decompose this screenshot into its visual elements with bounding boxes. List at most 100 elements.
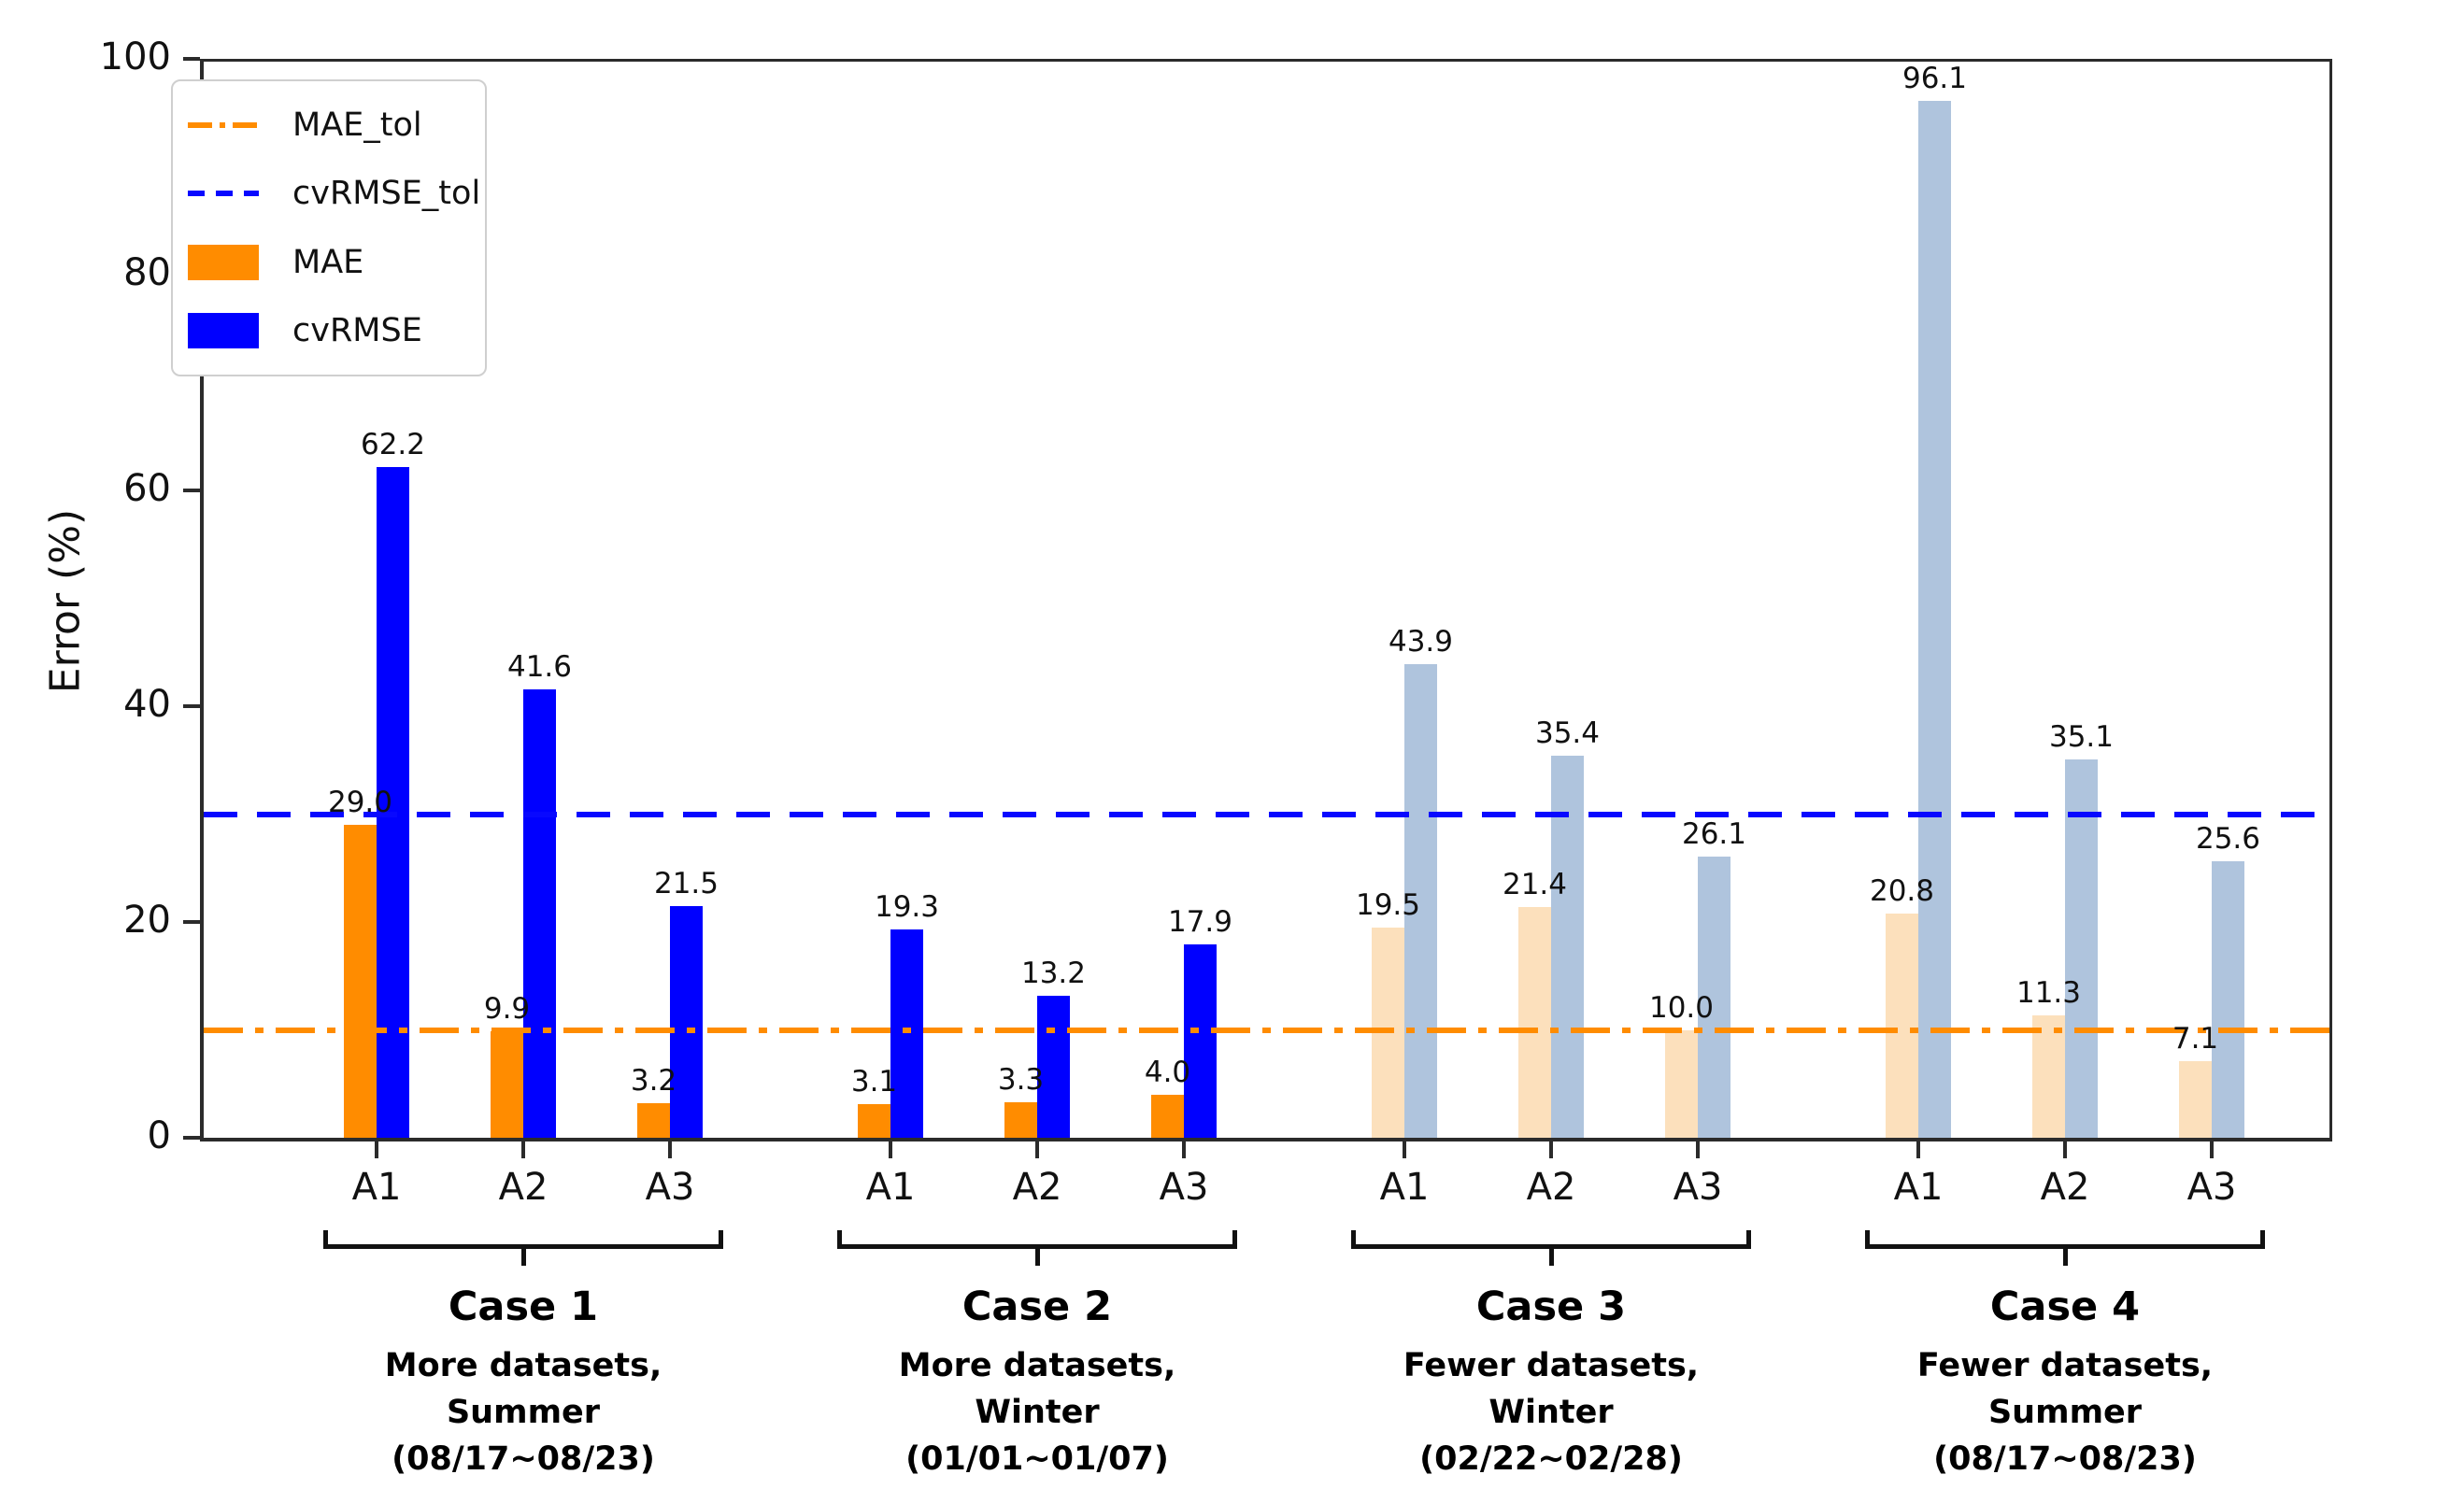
- value-label: 19.3: [874, 890, 940, 925]
- y-tick-label: 20: [123, 899, 171, 943]
- bar-cvrmse-case2-a1: [890, 929, 923, 1138]
- value-label: 10.0: [1648, 990, 1715, 1025]
- legend: MAE_tol cvRMSE_tol MAE cvRMSE: [171, 79, 487, 376]
- case-brace: [1865, 1230, 1870, 1246]
- legend-item-cvrmse: cvRMSE: [188, 300, 485, 362]
- y-tick-label: 60: [123, 467, 171, 511]
- x-tick: [1916, 1141, 1920, 1158]
- y-tick: [183, 704, 200, 708]
- value-label: 43.9: [1388, 624, 1454, 659]
- bar-mae-case2-a2: [1004, 1101, 1037, 1138]
- bar-mae-case1-a1: [344, 825, 377, 1138]
- value-label: 35.1: [2048, 719, 2115, 754]
- case-desc-line: Fewer datasets,: [1916, 1347, 2214, 1384]
- x-tick: [1182, 1141, 1186, 1158]
- dashed-line-swatch: [188, 191, 259, 197]
- case-brace: [520, 1249, 526, 1266]
- case-brace: [2260, 1230, 2265, 1246]
- y-tick: [183, 920, 200, 924]
- case-title: Case 4: [1989, 1283, 2141, 1330]
- x-tick-label: A3: [645, 1166, 695, 1209]
- x-tick-label: A2: [1012, 1166, 1062, 1209]
- case-desc-line: Winter: [1488, 1394, 1614, 1431]
- x-tick: [668, 1141, 672, 1158]
- case-brace: [1034, 1249, 1040, 1266]
- x-tick: [1696, 1141, 1700, 1158]
- plot-bottom-spine: [200, 1138, 2332, 1141]
- bar-cvrmse-case2-a2: [1037, 995, 1070, 1138]
- case-brace: [323, 1244, 723, 1249]
- mae_tol-line: [204, 1027, 2329, 1033]
- bar-cvrmse-case1-a1: [377, 466, 409, 1138]
- value-label: 3.1: [850, 1065, 898, 1099]
- x-tick: [1549, 1141, 1553, 1158]
- case-desc-line: Fewer datasets,: [1403, 1347, 1700, 1384]
- bar-mae-case3-a3: [1665, 1029, 1698, 1138]
- x-tick: [889, 1141, 892, 1158]
- case-title: Case 2: [961, 1283, 1113, 1330]
- y-tick-label: 80: [123, 251, 171, 295]
- bar-cvrmse-case3-a3: [1698, 856, 1730, 1138]
- bar-cvrmse-case4-a1: [1918, 101, 1951, 1138]
- bar-cvrmse-case4-a3: [2212, 861, 2244, 1138]
- bar-cvrmse-case1-a3: [670, 905, 703, 1138]
- x-tick: [521, 1141, 525, 1158]
- case-brace: [1746, 1230, 1751, 1246]
- value-label: 7.1: [2172, 1021, 2219, 1056]
- bar-mae-case4-a1: [1886, 913, 1918, 1138]
- x-tick: [1403, 1141, 1406, 1158]
- case-brace: [323, 1230, 328, 1246]
- case-desc-line: Summer: [1987, 1394, 2143, 1431]
- x-tick-label: A2: [498, 1166, 548, 1209]
- x-tick-label: A1: [351, 1166, 402, 1209]
- legend-label: MAE_tol: [292, 106, 422, 144]
- cvrmse_tol-line: [204, 811, 2329, 817]
- legend-item-cvrmse-tol: cvRMSE_tol: [188, 163, 485, 224]
- x-tick-label: A1: [1893, 1166, 1944, 1209]
- case-brace: [837, 1244, 1237, 1249]
- plot-right-spine: [2329, 59, 2332, 1141]
- y-tick-label: 100: [99, 35, 171, 79]
- x-tick-label: A1: [865, 1166, 916, 1209]
- legend-label: cvRMSE_tol: [292, 175, 481, 213]
- case-brace: [1351, 1244, 1751, 1249]
- value-label: 21.5: [653, 866, 719, 900]
- case-desc-line: More datasets,: [384, 1347, 662, 1384]
- x-tick: [375, 1141, 378, 1158]
- x-tick-label: A3: [1159, 1166, 1209, 1209]
- value-label: 29.0: [327, 786, 393, 820]
- value-label: 26.1: [1681, 816, 1747, 851]
- x-tick: [2063, 1141, 2067, 1158]
- value-label: 11.3: [2015, 976, 2082, 1011]
- x-tick: [1035, 1141, 1039, 1158]
- y-tick-label: 0: [147, 1114, 171, 1158]
- blue-rect-swatch: [188, 312, 259, 348]
- case-brace: [1548, 1249, 1554, 1266]
- value-label: 41.6: [506, 649, 573, 684]
- x-tick-label: A2: [2040, 1166, 2090, 1209]
- legend-label: MAE: [292, 243, 364, 281]
- case-desc-line: (01/01~01/07): [905, 1440, 1169, 1478]
- legend-label: cvRMSE: [292, 311, 422, 349]
- case-brace: [1351, 1230, 1356, 1246]
- case-desc-line: More datasets,: [898, 1347, 1176, 1384]
- case-desc-line: (08/17~08/23): [1933, 1440, 2197, 1478]
- y-tick: [183, 489, 200, 492]
- x-tick-label: A3: [1673, 1166, 1723, 1209]
- case-title: Case 1: [448, 1283, 599, 1330]
- bar-cvrmse-case4-a2: [2065, 759, 2098, 1138]
- bar-mae-case3-a2: [1518, 906, 1551, 1138]
- bar-mae-case4-a2: [2032, 1015, 2065, 1138]
- dashdot-line-swatch: [188, 122, 259, 128]
- case-desc-line: (08/17~08/23): [392, 1440, 655, 1478]
- value-label: 17.9: [1167, 905, 1233, 940]
- x-tick-label: A2: [1526, 1166, 1576, 1209]
- plot-left-spine: [200, 59, 204, 1141]
- value-label: 96.1: [1901, 62, 1968, 96]
- bar-cvrmse-case3-a2: [1551, 756, 1584, 1138]
- case-brace: [1232, 1230, 1237, 1246]
- value-label: 3.3: [997, 1062, 1045, 1097]
- orange-rect-swatch: [188, 244, 259, 280]
- bar-mae-case2-a3: [1151, 1094, 1184, 1138]
